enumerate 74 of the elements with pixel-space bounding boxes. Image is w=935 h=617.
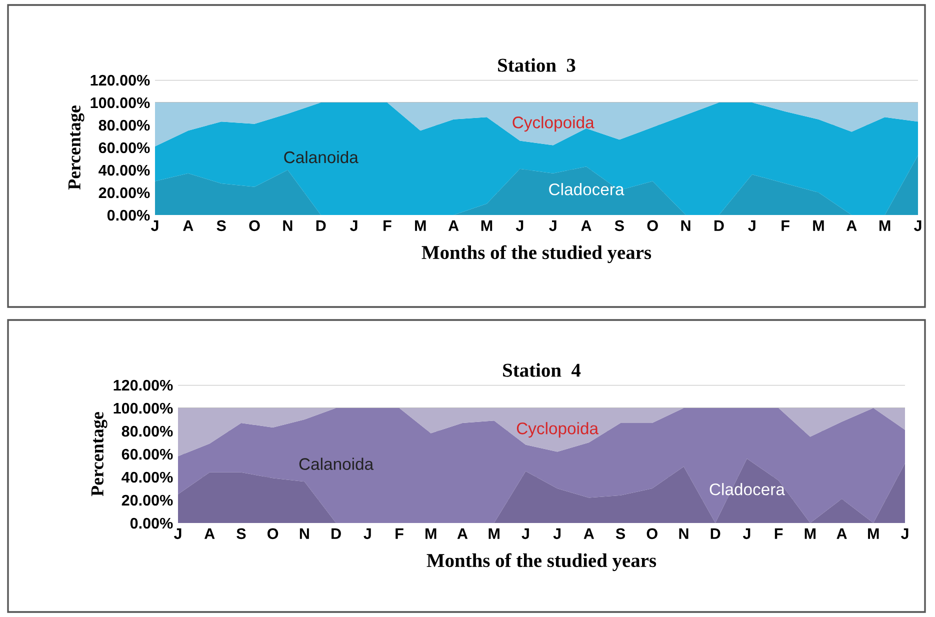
- y-tick-label: 80.00%: [98, 120, 150, 131]
- x-tick-label: J: [549, 220, 556, 232]
- x-tick-label: A: [448, 220, 459, 231]
- x-tick-label: A: [846, 220, 857, 231]
- x-tick-label: D: [714, 220, 724, 231]
- x-tick-label: A: [836, 528, 847, 539]
- series-label: Cladocera: [549, 183, 624, 196]
- x-tick-label: M: [481, 220, 492, 231]
- x-tick-label: S: [216, 220, 226, 232]
- x-tick-label: D: [710, 528, 720, 539]
- x-tick-label: F: [384, 220, 392, 231]
- y-tick-label: 100.00%: [114, 402, 173, 414]
- y-tick-label: 0.00%: [130, 518, 173, 529]
- x-tick-label: F: [396, 528, 404, 539]
- series-label: Cyclopoida: [512, 116, 594, 132]
- x-tick-label: M: [868, 528, 879, 539]
- x-tick-label: J: [516, 220, 524, 232]
- x-tick-label: A: [183, 220, 194, 231]
- x-tick-label: J: [553, 528, 561, 540]
- x-tick-label: J: [350, 220, 358, 232]
- chart-title: Station 3: [498, 58, 576, 72]
- series-label: Cyclopoida: [516, 422, 599, 438]
- x-tick-label: O: [647, 220, 658, 232]
- y-tick-label: 120.00%: [90, 74, 150, 86]
- series-label: Calanoida: [284, 150, 358, 164]
- y-tick-label: 100.00%: [90, 97, 150, 108]
- y-tick-label: 20.00%: [98, 187, 150, 198]
- x-tick-label: S: [614, 220, 624, 232]
- x-tick-label: F: [774, 528, 783, 539]
- x-tick-label: A: [204, 528, 215, 539]
- x-tick-label: D: [332, 528, 341, 539]
- x-tick-label: J: [748, 220, 756, 232]
- series-label: Calanoida: [299, 458, 374, 470]
- series-label: Cladocera: [710, 483, 785, 496]
- x-axis-title: Months of the studied years: [422, 245, 652, 264]
- x-tick-label: N: [300, 528, 309, 539]
- x-tick-label: M: [879, 220, 890, 231]
- x-tick-label: D: [316, 220, 326, 231]
- x-tick-label: O: [268, 528, 278, 540]
- y-tick-label: 120.00%: [114, 380, 173, 391]
- chart-title: Station 4: [503, 363, 581, 377]
- x-tick-label: J: [522, 528, 529, 540]
- x-tick-label: M: [426, 528, 436, 539]
- y-tick-label: 0.00%: [107, 210, 150, 221]
- y-tick-label: 20.00%: [122, 494, 173, 506]
- x-tick-label: J: [150, 220, 158, 232]
- x-tick-label: N: [681, 220, 690, 231]
- x-tick-label: S: [236, 528, 246, 540]
- y-axis-title: Percentage: [91, 412, 108, 496]
- y-tick-label: 40.00%: [122, 472, 173, 483]
- y-tick-label: 60.00%: [122, 448, 173, 460]
- x-tick-label: N: [283, 220, 292, 231]
- y-tick-label: 60.00%: [98, 142, 150, 154]
- x-tick-label: S: [616, 528, 626, 540]
- y-axis-title: Percentage: [68, 106, 84, 190]
- x-tick-label: A: [584, 528, 594, 539]
- x-tick-label: J: [900, 528, 908, 540]
- y-tick-label: 40.00%: [98, 164, 150, 176]
- x-tick-label: J: [364, 528, 371, 540]
- x-axis-title: Months of the studied years: [426, 553, 656, 572]
- x-tick-label: O: [249, 220, 260, 232]
- x-tick-label: M: [804, 528, 816, 539]
- x-tick-label: M: [813, 220, 824, 231]
- x-tick-label: O: [646, 528, 658, 540]
- x-tick-label: A: [457, 528, 468, 539]
- x-tick-label: M: [488, 528, 500, 539]
- x-tick-label: M: [415, 220, 426, 231]
- x-tick-label: A: [581, 220, 592, 231]
- x-tick-label: J: [914, 220, 922, 232]
- y-tick-label: 80.00%: [122, 426, 173, 437]
- x-tick-label: F: [782, 220, 790, 231]
- x-tick-label: J: [742, 528, 750, 540]
- x-tick-label: J: [174, 528, 182, 540]
- x-tick-label: N: [679, 528, 688, 539]
